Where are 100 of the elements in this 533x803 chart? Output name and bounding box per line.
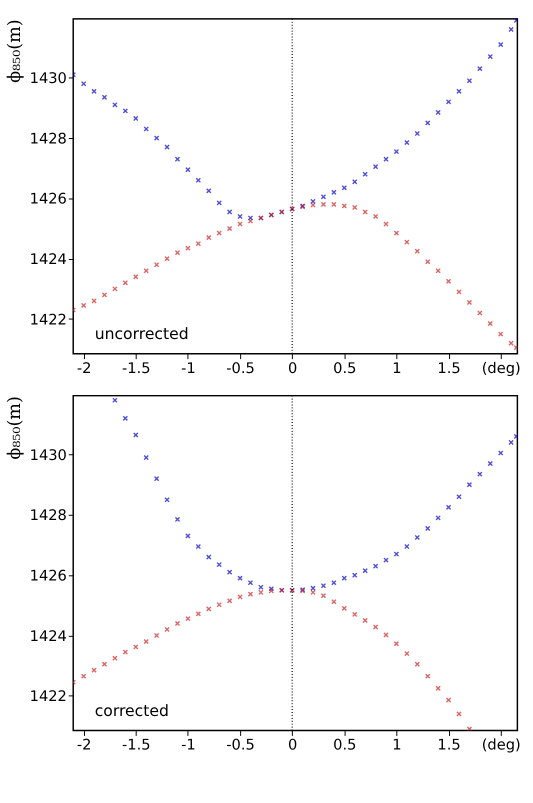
point — [196, 544, 202, 550]
point — [320, 583, 326, 588]
point — [383, 156, 389, 162]
point — [488, 460, 494, 466]
point — [331, 190, 337, 196]
point — [237, 594, 243, 600]
point — [206, 188, 212, 194]
point — [248, 580, 254, 586]
point — [352, 204, 358, 210]
point — [446, 504, 452, 510]
point — [466, 300, 472, 306]
point — [404, 544, 410, 550]
point — [122, 280, 128, 286]
point — [508, 340, 514, 346]
point — [196, 178, 202, 184]
point — [310, 202, 316, 208]
point — [164, 256, 170, 262]
point — [372, 214, 378, 220]
point — [435, 686, 441, 692]
point — [122, 108, 128, 114]
point — [164, 144, 170, 150]
point — [80, 81, 86, 86]
y-axis-title: ϕ₈₅₀(m) — [4, 19, 25, 83]
point — [342, 606, 348, 612]
point — [80, 302, 86, 308]
point — [404, 239, 410, 245]
point — [237, 221, 243, 227]
point — [372, 563, 378, 569]
y-tick-label: 1430 — [30, 70, 67, 88]
point — [226, 226, 232, 232]
point — [248, 591, 254, 597]
y-tick-label: 1422 — [30, 688, 67, 706]
point — [424, 526, 430, 532]
point — [164, 497, 170, 503]
point — [102, 292, 108, 298]
point — [352, 572, 358, 578]
point — [446, 278, 452, 284]
y-tick-label: 1426 — [30, 568, 67, 585]
point — [498, 450, 504, 456]
point — [258, 584, 264, 590]
y-tick-label: 1430 — [30, 446, 67, 464]
point — [477, 66, 483, 72]
point — [362, 209, 368, 215]
point — [112, 397, 118, 403]
point — [488, 54, 494, 60]
point — [394, 640, 400, 646]
y-tick-label: 1428 — [30, 130, 67, 148]
point — [435, 268, 441, 274]
point — [216, 602, 222, 608]
point — [488, 320, 494, 326]
point — [477, 310, 483, 316]
point — [362, 618, 368, 624]
point — [424, 120, 430, 126]
point — [248, 218, 254, 224]
point — [102, 661, 108, 667]
point — [154, 632, 160, 638]
point — [383, 221, 389, 227]
point — [91, 88, 97, 94]
point — [394, 148, 400, 154]
point — [424, 258, 430, 264]
point — [466, 726, 472, 731]
point — [331, 598, 337, 604]
point — [414, 130, 420, 136]
point — [372, 624, 378, 630]
point — [424, 674, 430, 679]
point — [196, 240, 202, 246]
point — [508, 440, 514, 446]
point — [331, 580, 337, 586]
y-axis-title: ϕ₈₅₀(m) — [4, 396, 25, 460]
point — [456, 494, 462, 500]
x-tick-label: 0 — [288, 736, 298, 754]
point — [342, 575, 348, 581]
x-tick-label: 1.5 — [437, 736, 461, 754]
point — [498, 331, 504, 337]
point — [352, 179, 358, 185]
point — [226, 569, 232, 575]
point — [185, 616, 191, 622]
point — [498, 42, 504, 48]
point — [383, 557, 389, 563]
point — [133, 274, 139, 280]
point — [342, 203, 348, 209]
point — [414, 248, 420, 254]
point — [112, 655, 118, 661]
point — [185, 166, 191, 172]
x-tick-label: -0.5 — [226, 736, 255, 754]
point — [456, 88, 462, 94]
point — [310, 590, 316, 596]
point — [268, 588, 274, 594]
y-tick-label: 1428 — [30, 507, 67, 524]
point — [196, 611, 202, 617]
point — [320, 202, 326, 208]
point — [102, 94, 108, 100]
x-tick-label: -1 — [181, 736, 196, 754]
x-tick-label: 0.5 — [333, 736, 356, 754]
point — [310, 198, 316, 204]
point — [446, 697, 452, 703]
point — [226, 209, 232, 215]
point — [248, 215, 254, 221]
point — [122, 416, 128, 422]
point — [331, 202, 337, 208]
